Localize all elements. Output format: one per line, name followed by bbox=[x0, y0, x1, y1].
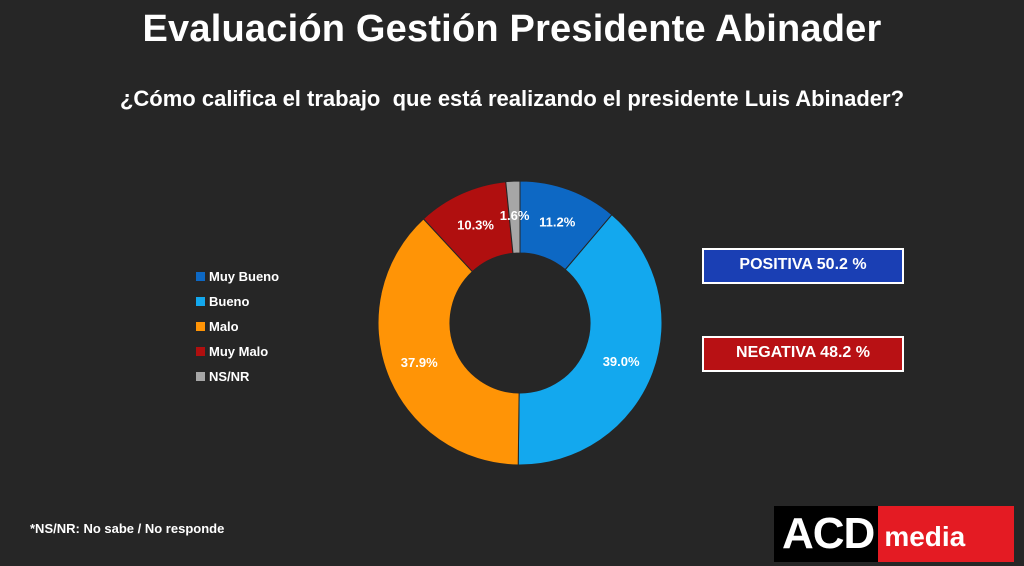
legend-label: Muy Bueno bbox=[209, 269, 280, 284]
legend-item-muy-malo: Muy Malo bbox=[196, 339, 279, 364]
legend-swatch bbox=[196, 347, 205, 356]
legend-swatch bbox=[196, 372, 205, 381]
legend-swatch bbox=[196, 272, 205, 281]
data-label-bueno: 39.0% bbox=[603, 354, 640, 369]
data-label-malo: 37.9% bbox=[401, 355, 438, 370]
logo-acd-text: ACD bbox=[774, 506, 879, 562]
data-label-muy-malo: 10.3% bbox=[457, 218, 494, 233]
slice-nsnr bbox=[505, 180, 521, 254]
slice-bueno bbox=[517, 214, 663, 466]
legend-label: NS/NR bbox=[209, 369, 250, 384]
logo-media-text: media bbox=[878, 506, 1014, 562]
legend-swatch bbox=[196, 297, 205, 306]
legend-label: Muy Malo bbox=[209, 344, 269, 359]
legend-item-nsnr: NS/NR bbox=[196, 364, 279, 389]
legend-item-muy-bueno: Muy Bueno bbox=[196, 264, 279, 289]
negative-summary-badge: NEGATIVA 48.2 % bbox=[702, 336, 904, 372]
acd-media-logo: ACD media bbox=[774, 506, 1014, 562]
data-label-nsnr: 1.6% bbox=[500, 208, 530, 223]
footnote: *NS/NR: No sabe / No responde bbox=[30, 521, 225, 536]
legend-label: Bueno bbox=[209, 294, 250, 309]
legend-swatch bbox=[196, 322, 205, 331]
legend-item-malo: Malo bbox=[196, 314, 279, 339]
legend-item-bueno: Bueno bbox=[196, 289, 279, 314]
legend: Muy Bueno Bueno Malo Muy Malo NS/NR bbox=[196, 264, 279, 389]
slice-malo bbox=[377, 218, 520, 466]
chart-title: Evaluación Gestión Presidente Abinader bbox=[142, 8, 882, 50]
data-label-muy-bueno: 11.2% bbox=[539, 215, 576, 230]
legend-label: Malo bbox=[209, 319, 239, 334]
chart-subtitle: ¿Cómo califica el trabajo que está reali… bbox=[119, 86, 905, 111]
positive-summary-badge: POSITIVA 50.2 % bbox=[702, 248, 904, 284]
